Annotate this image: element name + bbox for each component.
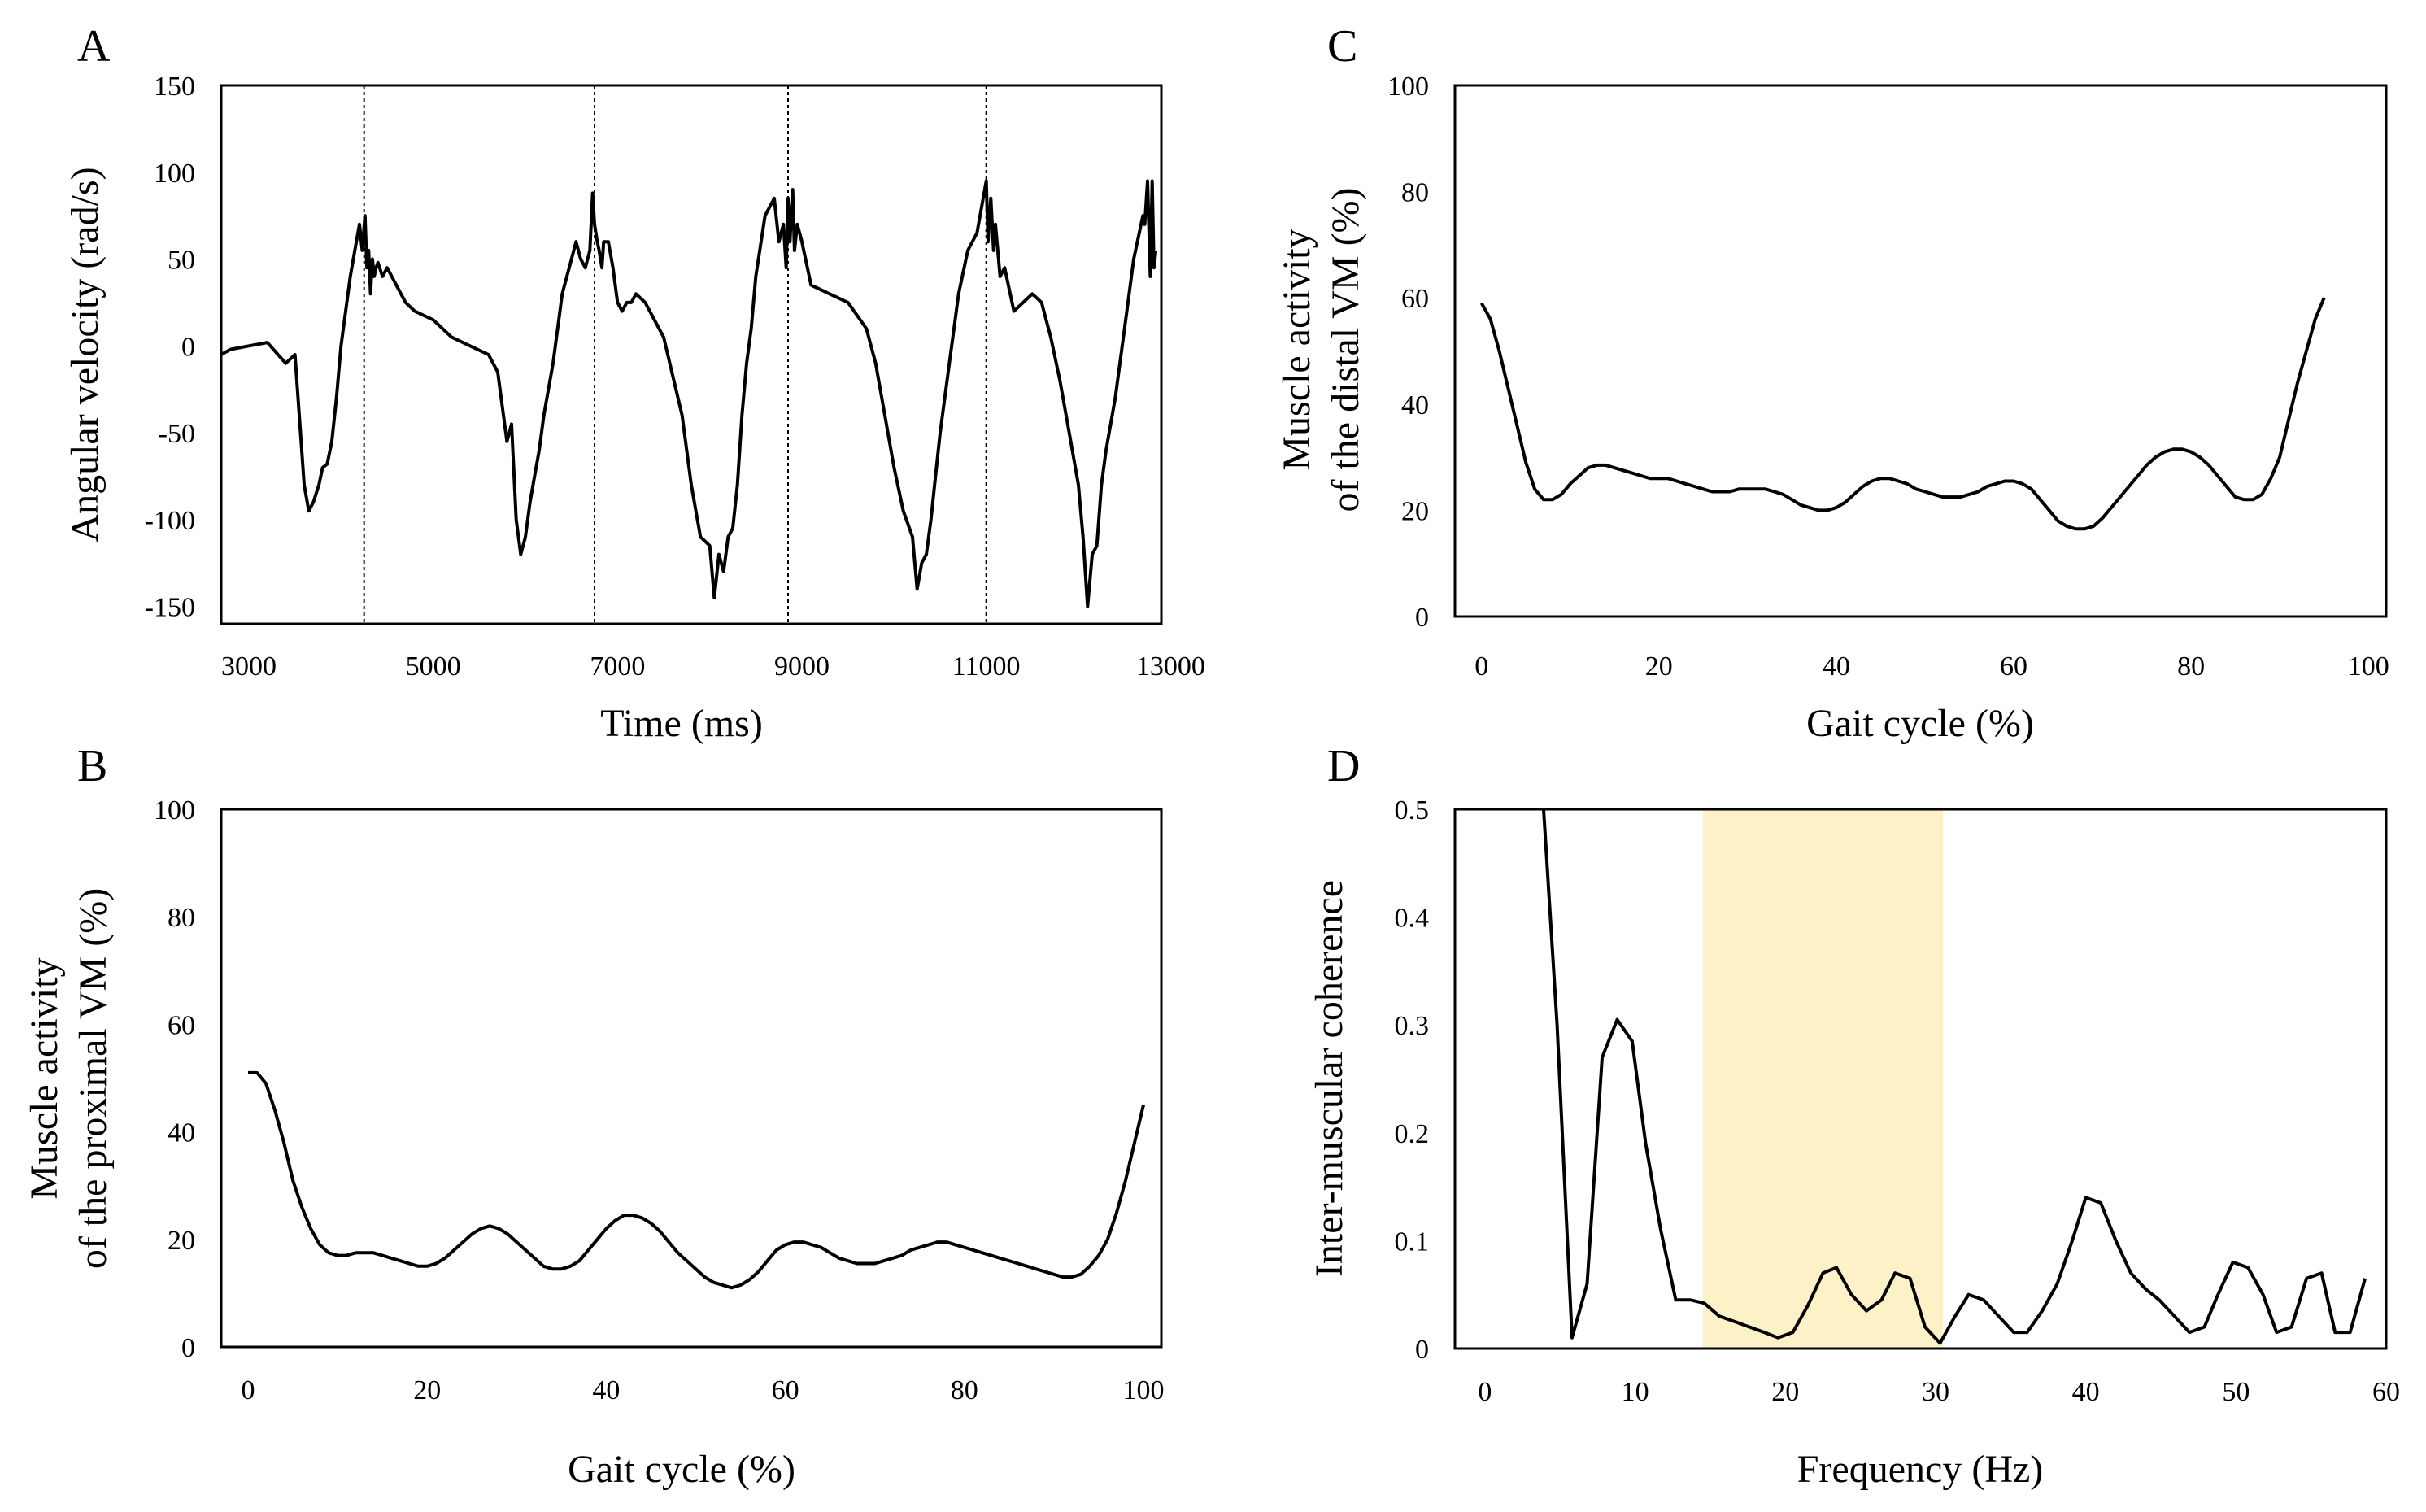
panel-b-x-tick-label: 20 xyxy=(413,1375,441,1405)
panel-c-x-tick-label: 100 xyxy=(2348,651,2389,682)
panel-b-x-tick-label: 80 xyxy=(951,1375,978,1405)
panel-a-x-tick-label: 11000 xyxy=(952,651,1021,682)
panel-a-x-tick-label: 5000 xyxy=(406,651,461,682)
panel-d-y-tick-label: 0.3 xyxy=(1395,1011,1430,1041)
panel-a-y-tick-label: -150 xyxy=(145,593,195,623)
panel-c-y-tick-label: 40 xyxy=(1401,390,1429,420)
panel-a-y-tick-label: 150 xyxy=(154,72,195,102)
panel-d-x-tick-label: 20 xyxy=(1771,1377,1799,1407)
panel-b-y-tick-label: 80 xyxy=(168,903,195,933)
panel-d-y-axis-label: Inter-muscular coherence xyxy=(1308,880,1351,1277)
panel-b-y-axis-label-line-1: Muscle activity xyxy=(23,957,66,1199)
panel-d-x-tick-label: 0 xyxy=(1478,1377,1492,1407)
panel-b: B 0 20 40 60 80 100 0 20 40 60 80 100 Gait cycle (… xyxy=(23,741,1164,1491)
panel-b-letter: B xyxy=(77,741,107,791)
panel-a: A 3000 5000 7000 9000 11000 13000 -150 -100 -50… xyxy=(63,21,1205,745)
panel-a-x-tick-label: 3000 xyxy=(221,651,277,682)
panel-d-x-tick-label: 50 xyxy=(2222,1377,2250,1407)
panel-c-y-tick-label: 20 xyxy=(1401,496,1429,526)
panel-b-x-axis-label: Gait cycle (%) xyxy=(568,1448,795,1491)
panel-c-x-tick-label: 80 xyxy=(2177,651,2205,682)
panel-c: C 0 20 40 60 80 100 0 20 40 60 80 100 Gait cycle (… xyxy=(1275,21,2389,745)
panel-d-y-tick-label: 0.2 xyxy=(1395,1119,1430,1149)
panel-c-x-tick-label: 0 xyxy=(1474,651,1488,682)
panel-d-coherence-line xyxy=(1542,808,2367,1345)
panel-c-distal-vm-line xyxy=(1479,297,2326,531)
panel-d-x-tick-label: 40 xyxy=(2072,1377,2100,1407)
panel-b-x-tick-label: 0 xyxy=(242,1375,255,1405)
panel-b-x-tick-label: 60 xyxy=(772,1375,799,1405)
panel-a-plot-frame xyxy=(220,84,1163,625)
panel-d-y-tick-label: 0.1 xyxy=(1395,1227,1430,1257)
panel-a-y-tick-label: 100 xyxy=(154,159,195,189)
panel-d-y-tick-label: 0.5 xyxy=(1395,795,1430,826)
panel-a-y-axis-label: Angular velocity (rad/s) xyxy=(63,167,107,542)
panel-d-y-tick-label: 0.4 xyxy=(1395,904,1430,934)
panel-b-x-tick-label: 40 xyxy=(592,1375,620,1405)
panel-a-y-tick-label: -50 xyxy=(159,419,195,449)
panel-a-letter: A xyxy=(77,21,111,72)
panel-d-x-tick-label: 60 xyxy=(2372,1377,2400,1407)
panel-d: D 0 10 20 30 40 50 60 0 0.1 0.2 0.3 0.4 0.5 Frequen… xyxy=(1308,741,2400,1491)
panel-c-y-tick-label: 0 xyxy=(1415,603,1429,633)
panel-c-y-tick-label: 60 xyxy=(1401,284,1429,314)
panel-d-x-axis-label: Frequency (Hz) xyxy=(1797,1448,2044,1491)
panel-b-y-tick-label: 20 xyxy=(168,1226,195,1256)
panel-a-y-tick-label: 0 xyxy=(181,332,195,362)
panel-a-y-tick-label: 50 xyxy=(168,246,195,276)
panel-a-x-tick-label: 13000 xyxy=(1136,651,1205,682)
panel-c-x-axis-label: Gait cycle (%) xyxy=(1806,702,2034,745)
panel-c-y-tick-label: 80 xyxy=(1401,178,1429,208)
panel-c-x-tick-label: 20 xyxy=(1645,651,1673,682)
panel-d-letter: D xyxy=(1327,741,1360,791)
panel-d-plot-frame xyxy=(1453,808,2388,1350)
panel-c-x-tick-label: 60 xyxy=(2000,651,2027,682)
panel-c-plot-frame xyxy=(1453,84,2388,618)
panel-c-y-axis-label-line-2: of the distal VM (%) xyxy=(1324,187,1367,512)
panel-a-angular-velocity-line xyxy=(220,179,1158,608)
panel-a-y-tick-label: -100 xyxy=(145,506,195,536)
panel-a-x-tick-label: 9000 xyxy=(774,651,830,682)
panel-c-y-axis-label-line-1: Muscle activity xyxy=(1275,229,1318,470)
panel-d-highlight-band xyxy=(1702,809,1944,1349)
panel-b-y-axis-label-line-2: of the proximal VM (%) xyxy=(72,888,115,1269)
panel-d-y-tick-label: 0 xyxy=(1415,1335,1429,1365)
panel-c-y-tick-label: 100 xyxy=(1387,72,1429,102)
panel-b-y-tick-label: 100 xyxy=(154,795,195,826)
panel-b-y-tick-label: 40 xyxy=(168,1118,195,1148)
panel-a-x-tick-label: 7000 xyxy=(590,651,645,682)
panel-b-plot-frame xyxy=(220,808,1163,1349)
panel-d-x-tick-label: 30 xyxy=(1922,1377,1949,1407)
panel-b-y-tick-label: 60 xyxy=(168,1010,195,1040)
panel-c-letter: C xyxy=(1327,21,1357,72)
panel-b-y-tick-label: 0 xyxy=(181,1333,195,1363)
panel-c-x-tick-label: 40 xyxy=(1823,651,1850,682)
panel-b-x-tick-label: 100 xyxy=(1122,1375,1164,1405)
panel-d-x-tick-label: 10 xyxy=(1622,1377,1649,1407)
panel-a-x-axis-label: Time (ms) xyxy=(600,702,763,745)
panel-b-proximal-vm-line xyxy=(248,1070,1145,1290)
